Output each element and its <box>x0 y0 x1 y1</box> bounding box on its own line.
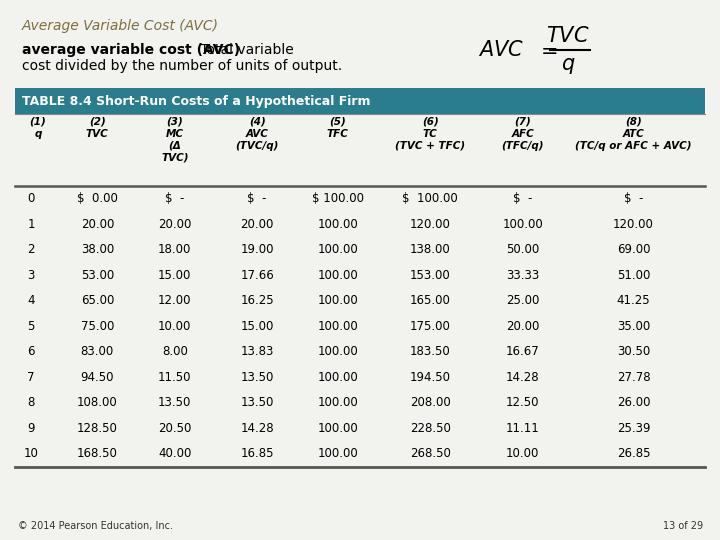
Text: 53.00: 53.00 <box>81 269 114 282</box>
Text: 94.50: 94.50 <box>81 371 114 384</box>
Text: 13.50: 13.50 <box>240 371 274 384</box>
Text: 100.00: 100.00 <box>318 396 358 409</box>
Text: 153.00: 153.00 <box>410 269 451 282</box>
Text: $  -: $ - <box>624 192 643 205</box>
Text: $\mathit{AVC}$: $\mathit{AVC}$ <box>478 40 524 60</box>
Text: 1: 1 <box>27 218 35 231</box>
Text: $  -: $ - <box>513 192 533 205</box>
Text: 33.33: 33.33 <box>506 269 539 282</box>
Text: average variable cost (AVC): average variable cost (AVC) <box>22 43 240 57</box>
Text: 120.00: 120.00 <box>410 218 451 231</box>
Text: 17.66: 17.66 <box>240 269 274 282</box>
Text: 175.00: 175.00 <box>410 320 451 333</box>
Text: $=$: $=$ <box>536 40 557 60</box>
Text: 100.00: 100.00 <box>318 320 358 333</box>
Text: 100.00: 100.00 <box>318 294 358 307</box>
Text: (4)
AVC
(TVC/q): (4) AVC (TVC/q) <box>235 117 279 151</box>
Text: 50.00: 50.00 <box>506 243 539 256</box>
Text: 13.50: 13.50 <box>158 396 192 409</box>
Text: $\mathit{q}$: $\mathit{q}$ <box>561 56 575 76</box>
Text: 4: 4 <box>27 294 35 307</box>
Text: 83.00: 83.00 <box>81 345 114 358</box>
Text: $  0.00: $ 0.00 <box>77 192 118 205</box>
Text: 100.00: 100.00 <box>318 371 358 384</box>
Text: $  -: $ - <box>248 192 267 205</box>
Text: 8.00: 8.00 <box>162 345 188 358</box>
Text: 6: 6 <box>27 345 35 358</box>
Bar <box>15 88 705 114</box>
Text: 20.50: 20.50 <box>158 422 192 435</box>
Text: 27.78: 27.78 <box>617 371 650 384</box>
Text: 8: 8 <box>27 396 35 409</box>
Text: 10: 10 <box>24 447 39 460</box>
Text: (5)
TFC: (5) TFC <box>327 117 348 139</box>
Text: 9: 9 <box>27 422 35 435</box>
Text: 108.00: 108.00 <box>77 396 117 409</box>
Text: (3)
MC
(Δ
TVC): (3) MC (Δ TVC) <box>161 117 189 163</box>
Text: 18.00: 18.00 <box>158 243 192 256</box>
Text: 268.50: 268.50 <box>410 447 451 460</box>
Text: 25.39: 25.39 <box>617 422 650 435</box>
Text: 208.00: 208.00 <box>410 396 451 409</box>
Text: 10.00: 10.00 <box>506 447 539 460</box>
Text: (1)
q: (1) q <box>30 117 46 139</box>
Text: 100.00: 100.00 <box>318 218 358 231</box>
Text: (7)
AFC
(TFC/q): (7) AFC (TFC/q) <box>502 117 544 151</box>
Text: 26.85: 26.85 <box>617 447 650 460</box>
Text: 20.00: 20.00 <box>81 218 114 231</box>
Text: 20.00: 20.00 <box>506 320 539 333</box>
Text: 15.00: 15.00 <box>240 320 274 333</box>
Text: 100.00: 100.00 <box>318 422 358 435</box>
Text: 16.67: 16.67 <box>506 345 540 358</box>
Text: (8)
ATC
(TC/q or AFC + AVC): (8) ATC (TC/q or AFC + AVC) <box>575 117 692 151</box>
Text: 16.85: 16.85 <box>240 447 274 460</box>
Text: 35.00: 35.00 <box>617 320 650 333</box>
Text: 3: 3 <box>27 269 35 282</box>
Text: 20.00: 20.00 <box>240 218 274 231</box>
Text: 38.00: 38.00 <box>81 243 114 256</box>
Text: 12.00: 12.00 <box>158 294 192 307</box>
Text: 183.50: 183.50 <box>410 345 451 358</box>
Text: 69.00: 69.00 <box>617 243 650 256</box>
Text: $ 100.00: $ 100.00 <box>312 192 364 205</box>
Text: $  100.00: $ 100.00 <box>402 192 458 205</box>
Text: (6)
TC
(TVC + TFC): (6) TC (TVC + TFC) <box>395 117 465 151</box>
Text: TABLE 8.4 Short-Run Costs of a Hypothetical Firm: TABLE 8.4 Short-Run Costs of a Hypotheti… <box>22 94 371 107</box>
Text: 13.50: 13.50 <box>240 396 274 409</box>
Text: 51.00: 51.00 <box>617 269 650 282</box>
Text: 15.00: 15.00 <box>158 269 192 282</box>
Text: 12.50: 12.50 <box>506 396 539 409</box>
Text: 0: 0 <box>27 192 35 205</box>
Text: 20.00: 20.00 <box>158 218 192 231</box>
Text: 14.28: 14.28 <box>506 371 539 384</box>
Text: 25.00: 25.00 <box>506 294 539 307</box>
Text: 65.00: 65.00 <box>81 294 114 307</box>
Text: Average Variable Cost (AVC): Average Variable Cost (AVC) <box>22 19 219 33</box>
Text: 40.00: 40.00 <box>158 447 192 460</box>
Text: 11.50: 11.50 <box>158 371 192 384</box>
Text: $  -: $ - <box>165 192 184 205</box>
Text: Total variable: Total variable <box>196 43 294 57</box>
Text: 16.25: 16.25 <box>240 294 274 307</box>
Text: 11.11: 11.11 <box>506 422 540 435</box>
Text: 13.83: 13.83 <box>240 345 274 358</box>
Text: 194.50: 194.50 <box>410 371 451 384</box>
Text: 13 of 29: 13 of 29 <box>663 521 703 531</box>
Text: cost divided by the number of units of output.: cost divided by the number of units of o… <box>22 59 342 73</box>
Text: $\mathit{TVC}$: $\mathit{TVC}$ <box>546 26 590 46</box>
Text: 5: 5 <box>27 320 35 333</box>
Text: 14.28: 14.28 <box>240 422 274 435</box>
Text: 120.00: 120.00 <box>613 218 654 231</box>
Text: 19.00: 19.00 <box>240 243 274 256</box>
Text: (2)
TVC: (2) TVC <box>86 117 109 139</box>
Text: 26.00: 26.00 <box>617 396 650 409</box>
Text: 75.00: 75.00 <box>81 320 114 333</box>
Text: 100.00: 100.00 <box>318 269 358 282</box>
Text: 100.00: 100.00 <box>318 447 358 460</box>
Text: 128.50: 128.50 <box>77 422 118 435</box>
Text: 138.00: 138.00 <box>410 243 451 256</box>
Text: 228.50: 228.50 <box>410 422 451 435</box>
Text: 10.00: 10.00 <box>158 320 192 333</box>
Text: 7: 7 <box>27 371 35 384</box>
Text: 100.00: 100.00 <box>503 218 543 231</box>
